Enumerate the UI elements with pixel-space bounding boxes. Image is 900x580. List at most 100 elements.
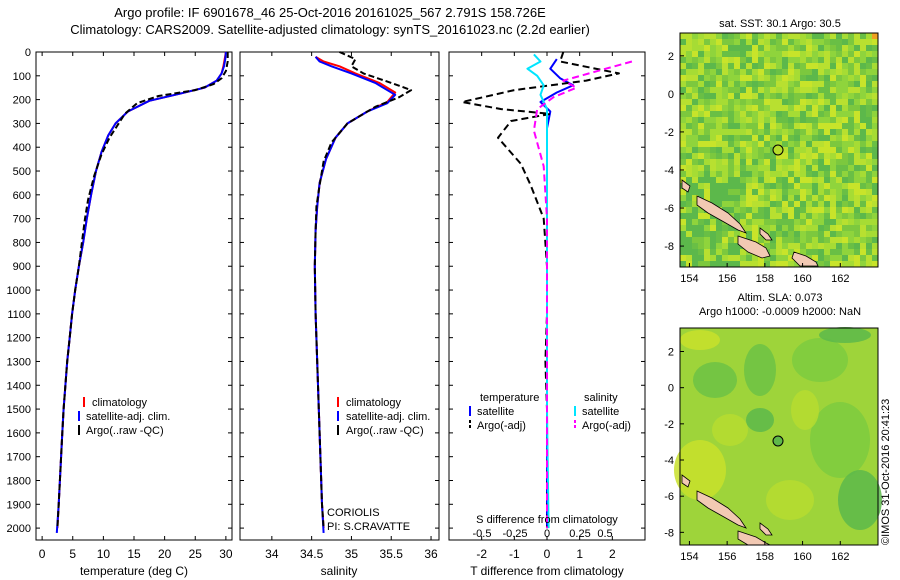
sst-cell	[698, 69, 704, 75]
sst-cell	[812, 195, 818, 201]
sst-cell	[812, 177, 818, 183]
sst-cell	[686, 249, 692, 255]
sst-cell	[836, 135, 842, 141]
sst-cell	[854, 225, 860, 231]
sst-cell	[722, 165, 728, 171]
sst-cell	[746, 129, 752, 135]
sst-cell	[728, 255, 734, 261]
sst-cell	[824, 69, 830, 75]
sst-cell	[824, 207, 830, 213]
sst-cell	[854, 261, 860, 267]
sst-cell	[698, 189, 704, 195]
annotation-pi: PI: S.CRAVATTE	[327, 521, 410, 533]
sst-cell	[776, 243, 782, 249]
sst-cell	[830, 177, 836, 183]
sst-cell	[716, 141, 722, 147]
sla-blob	[674, 440, 726, 500]
sst-cell	[710, 219, 716, 225]
sst-cell	[788, 129, 794, 135]
sst-cell	[734, 51, 740, 57]
difference-panel: -2 -1 0 1 2 T difference from climatology S …	[448, 51, 646, 578]
sst-cell	[866, 129, 872, 135]
sst-cell	[860, 63, 866, 69]
sst-cell	[794, 123, 800, 129]
sst-cell	[704, 105, 710, 111]
sst-cell	[836, 153, 842, 159]
sst-cell	[698, 213, 704, 219]
sst-cell	[752, 171, 758, 177]
sst-cell	[680, 117, 686, 123]
sst-cell	[746, 177, 752, 183]
sst-cell	[812, 99, 818, 105]
sst-cell	[704, 159, 710, 165]
temperature-panel: 0 5 10 15 20 25 300100200300400500600700800900…	[7, 47, 233, 578]
sst-cell	[848, 231, 854, 237]
sst-cell	[710, 123, 716, 129]
sst-cell	[716, 237, 722, 243]
sst-cell	[872, 153, 878, 159]
sst-cell	[686, 117, 692, 123]
sst-cell	[818, 201, 824, 207]
sst-cell	[782, 225, 788, 231]
sst-cell	[872, 189, 878, 195]
sst-cell	[872, 111, 878, 117]
sst-cell	[812, 201, 818, 207]
sst-cell	[692, 237, 698, 243]
sst-cell	[836, 201, 842, 207]
sst-cell	[734, 99, 740, 105]
sst-cell	[770, 201, 776, 207]
sst-cell	[818, 63, 824, 69]
sla-blob	[693, 362, 737, 398]
difference-axis-ticks	[449, 51, 645, 540]
sst-cell	[728, 147, 734, 153]
salinity-lines	[313, 51, 413, 533]
sst-cell	[842, 63, 848, 69]
y-tick-label: 1600	[7, 428, 31, 440]
sla-map: 154 156 158 160 162 2 0 -2 -4 -6 -8	[664, 327, 882, 563]
y-tick-label: 200	[13, 95, 31, 107]
sst-cell	[794, 249, 800, 255]
sst-cell	[812, 123, 818, 129]
sst-cell	[872, 87, 878, 93]
sst-cell	[824, 165, 830, 171]
sst-cell	[698, 219, 704, 225]
sst-cell	[752, 123, 758, 129]
sst-cell	[704, 33, 710, 39]
sst-cell	[680, 141, 686, 147]
sst-cell	[782, 249, 788, 255]
sst-cell	[722, 225, 728, 231]
sst-cell	[854, 135, 860, 141]
difference-top-label: S difference from climatology	[476, 514, 618, 526]
sst-cell	[860, 51, 866, 57]
legend-climatology: climatology	[92, 397, 148, 409]
sst-cell	[854, 201, 860, 207]
sst-cell	[776, 189, 782, 195]
sst-cell	[866, 261, 872, 267]
sst-coast-newgeorgia	[759, 227, 773, 241]
sst-cell	[764, 57, 770, 63]
sst-cell	[776, 33, 782, 39]
sst-cell	[866, 33, 872, 39]
sst-cell	[824, 213, 830, 219]
sla-map-title-1: Altim. SLA: 0.073	[737, 292, 823, 304]
sst-cell	[848, 33, 854, 39]
sst-cell	[722, 237, 728, 243]
sst-cell	[686, 57, 692, 63]
sst-cell	[866, 147, 872, 153]
y-tick-label: 1000	[7, 285, 31, 297]
x-tick-label: 36	[424, 547, 438, 561]
sst-cell	[812, 111, 818, 117]
sst-cell	[836, 225, 842, 231]
sst-cell	[734, 135, 740, 141]
sst-cell	[704, 225, 710, 231]
sst-cell	[794, 237, 800, 243]
legend-sal-title: salinity	[584, 392, 618, 404]
sst-cell	[860, 147, 866, 153]
sst-cell	[764, 153, 770, 159]
sst-cell	[686, 177, 692, 183]
sst-cell	[710, 63, 716, 69]
sst-cell	[830, 219, 836, 225]
sla-map-raster	[674, 327, 882, 545]
sst-cell	[854, 243, 860, 249]
sst-cell	[686, 171, 692, 177]
